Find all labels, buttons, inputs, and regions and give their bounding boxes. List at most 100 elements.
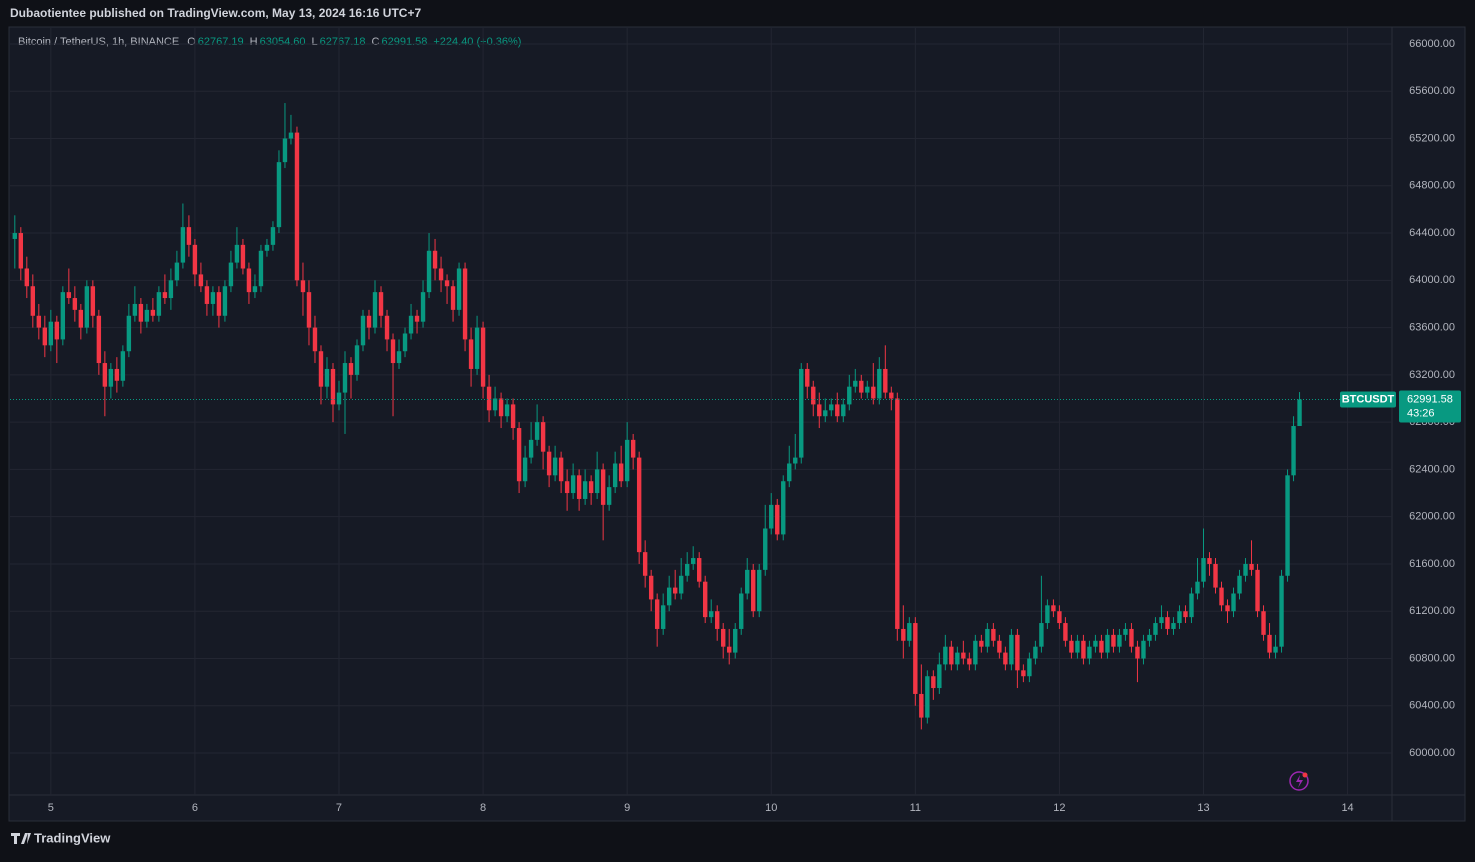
candle-body	[252, 286, 258, 293]
candle-body	[486, 386, 492, 411]
candle-body	[48, 321, 54, 346]
candle-body	[216, 292, 222, 316]
candle-body	[1057, 611, 1062, 624]
candle-body	[108, 368, 114, 387]
candle-body	[168, 280, 174, 299]
grid	[10, 28, 1392, 795]
candle-body	[1105, 634, 1110, 653]
candle-body	[1147, 634, 1152, 641]
candle-body	[54, 321, 60, 340]
ticker-tag	[1340, 391, 1396, 408]
candle-body	[156, 292, 162, 316]
candle-body	[1267, 634, 1272, 653]
candle-body	[78, 309, 84, 328]
y-tick-label: 65200.00	[1409, 132, 1455, 144]
candle-body	[444, 280, 450, 287]
candle-body	[901, 628, 906, 641]
candle-body	[342, 363, 348, 393]
y-tick-label: 63600.00	[1409, 321, 1455, 333]
candle-body	[642, 552, 648, 576]
candle-body	[931, 676, 936, 689]
candle-body	[829, 404, 834, 411]
candle-body	[564, 481, 570, 494]
price-tag-countdown: 43:26	[1407, 407, 1435, 419]
y-tick-label: 64400.00	[1409, 227, 1455, 239]
candle-body	[204, 286, 210, 304]
ohlc-value: 62991.58	[381, 36, 427, 48]
candle-body	[853, 380, 858, 387]
x-tick-label: 14	[1341, 802, 1353, 814]
candle-body	[282, 138, 288, 163]
candle-body	[288, 132, 294, 139]
candle-body	[498, 398, 504, 417]
candle-body	[961, 652, 966, 659]
y-tick-label: 64800.00	[1409, 180, 1455, 192]
candle-body	[1171, 623, 1176, 629]
candle-body	[799, 368, 804, 458]
y-tick-label: 66000.00	[1409, 38, 1455, 50]
y-tick-label: 60000.00	[1409, 747, 1455, 759]
candle-body	[654, 599, 660, 629]
candle-body	[696, 558, 702, 582]
candle-body	[120, 351, 126, 381]
candle-body	[805, 368, 810, 387]
candle-body	[174, 262, 180, 281]
candle-body	[552, 457, 558, 476]
y-tick-label: 61600.00	[1409, 558, 1455, 570]
candle-body	[426, 250, 432, 293]
candle-body	[276, 162, 282, 228]
candle-body	[823, 410, 828, 417]
x-tick-label: 12	[1053, 802, 1065, 814]
candle-body	[300, 280, 306, 293]
candle-body	[144, 309, 150, 322]
candle-body	[955, 652, 960, 665]
candle-body	[925, 676, 930, 718]
y-tick-label: 61200.00	[1409, 605, 1455, 617]
candle-body	[967, 658, 972, 665]
candle-body	[414, 315, 420, 322]
candle-body	[979, 640, 984, 647]
ohlc-value: 62767.19	[198, 36, 244, 48]
candle-body	[630, 439, 636, 458]
legend: Bitcoin / TetherUS, 1h, BINANCE O 62767.19…	[18, 36, 521, 48]
x-tick-label: 9	[624, 802, 630, 814]
candle-body	[468, 339, 474, 369]
candle-body	[12, 233, 18, 239]
y-tick-label: 60800.00	[1409, 652, 1455, 664]
candle-body	[841, 404, 846, 417]
candle-body	[745, 569, 750, 594]
candle-body	[895, 398, 900, 629]
candle-body	[1243, 563, 1248, 576]
ticker-label: BTCUSDT	[1342, 393, 1395, 405]
candle-body	[378, 292, 384, 316]
alert-icon[interactable]	[1289, 771, 1309, 791]
y-tick-label: 62000.00	[1409, 511, 1455, 523]
candle-body	[234, 244, 240, 263]
candle-body	[1285, 475, 1290, 576]
candle-body	[246, 268, 252, 293]
candle-body	[859, 380, 864, 393]
candle-body	[258, 250, 264, 287]
candle-body	[865, 386, 870, 393]
candle-body	[1129, 628, 1134, 647]
candle-body	[228, 262, 234, 287]
brand-logo	[11, 833, 31, 844]
candle-body	[150, 309, 156, 316]
candle-body	[1177, 611, 1182, 624]
x-tick-label: 5	[48, 802, 54, 814]
candle-body	[1165, 617, 1170, 629]
candle-body	[769, 504, 774, 529]
candle-body	[24, 268, 30, 287]
candle-body	[396, 351, 402, 364]
ohlc-value: 63054.60	[260, 36, 306, 48]
candle-body	[1135, 646, 1140, 659]
candle-body	[919, 693, 924, 718]
ohlc-key: O	[187, 36, 196, 48]
candle-body	[264, 244, 270, 251]
candle-body	[1051, 605, 1056, 612]
candle-body	[126, 315, 132, 352]
candle-body	[636, 457, 642, 553]
candle-body	[660, 605, 666, 629]
axes: 60000.00 60400.00 60800.00 61200.00 61600.00…	[48, 38, 1461, 814]
